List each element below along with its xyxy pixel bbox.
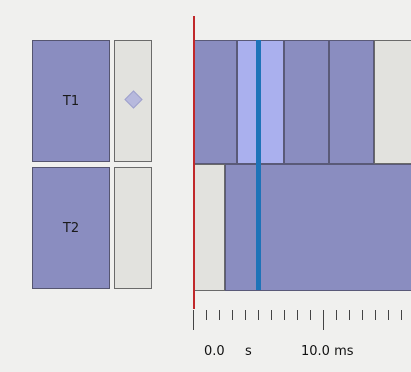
zero-time-marker [193, 16, 195, 309]
axis-tick [388, 310, 389, 320]
axis-tick [401, 310, 402, 320]
timeline-idle-segment[interactable] [374, 40, 411, 164]
axis-tick [284, 310, 285, 320]
axis-tick [245, 310, 246, 320]
diamond-icon [124, 90, 143, 109]
timeline-idle-segment[interactable] [193, 164, 225, 291]
task-row-label-t2[interactable]: T2 [32, 167, 110, 289]
axis-tick [375, 310, 376, 320]
timeline-segment[interactable] [225, 164, 411, 291]
time-cursor[interactable] [256, 40, 261, 290]
axis-tick [206, 310, 207, 320]
timeline-segment[interactable] [284, 40, 329, 164]
task-marker-cell-t1[interactable] [114, 40, 152, 162]
axis-tick [362, 310, 363, 320]
axis-label-unit: s [245, 344, 252, 359]
axis-tick [297, 310, 298, 320]
axis-tick [271, 310, 272, 320]
timeline-area[interactable] [193, 0, 411, 372]
axis-tick [232, 310, 233, 320]
axis-tick-major [193, 310, 194, 330]
timeline-segment[interactable] [193, 40, 237, 164]
timeline-segment[interactable] [329, 40, 374, 164]
axis-tick [258, 310, 259, 320]
task-label-text: T2 [62, 220, 80, 236]
task-marker-cell-t2[interactable] [114, 167, 152, 289]
task-row-label-t1[interactable]: T1 [32, 40, 110, 162]
axis-label-value: 0.0 [204, 344, 225, 359]
task-label-text: T1 [62, 93, 80, 109]
axis-tick [349, 310, 350, 320]
axis-tick-major [323, 310, 324, 330]
axis-tick [219, 310, 220, 320]
axis-tick [310, 310, 311, 320]
axis-tick [336, 310, 337, 320]
axis-label-value: 10.0 ms [301, 344, 354, 359]
